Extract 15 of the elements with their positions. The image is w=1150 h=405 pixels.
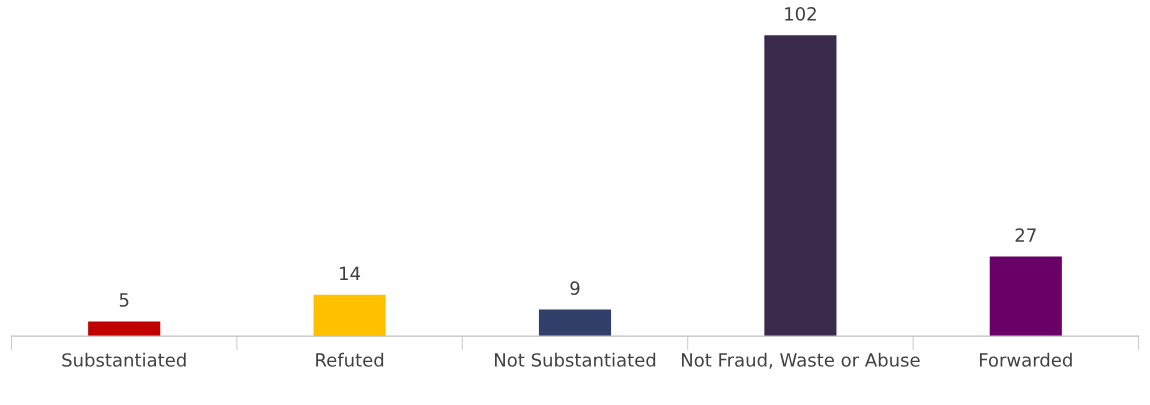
x-tick-label: Not Substantiated: [495, 352, 656, 367]
data-label: 5: [119, 293, 129, 307]
x-tick-label: Forwarded: [979, 352, 1072, 367]
bar: [989, 256, 1062, 337]
data-label: 102: [785, 7, 816, 21]
bar: [764, 35, 837, 337]
x-tick-label: Substantiated: [62, 352, 186, 367]
bar: [88, 321, 161, 337]
x-tick-label: Not Fraud, Waste or Abuse: [681, 352, 920, 369]
x-tick-label: Refuted: [316, 352, 384, 367]
data-label: 27: [1015, 228, 1036, 242]
data-label: 9: [570, 281, 580, 295]
bar: [313, 294, 386, 337]
data-label: 14: [340, 266, 361, 280]
bar: [538, 309, 612, 337]
